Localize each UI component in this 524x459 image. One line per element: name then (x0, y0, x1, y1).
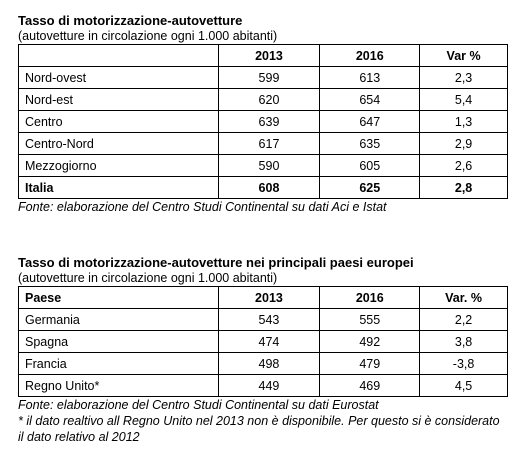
table-cell: 3,8 (419, 330, 508, 353)
table-cell: 647 (319, 110, 421, 133)
table-title: Tasso di motorizzazione-autovetture nei … (18, 255, 414, 270)
table-row: Italia 608 625 2,8 (18, 176, 508, 199)
table-cell: Germania (18, 308, 219, 331)
table-cell: 4,5 (419, 374, 508, 397)
table-cell: 599 (217, 66, 321, 89)
table-row: Regno Unito* 449 469 4,5 (18, 374, 508, 397)
table-row: Germania 543 555 2,2 (18, 308, 508, 331)
table-subtitle: (autovetture in circolazione ogni 1.000 … (18, 29, 278, 43)
table-cell: 617 (217, 132, 321, 155)
header-cell: 2016 (319, 44, 421, 67)
table-cell: Nord-est (18, 88, 219, 111)
table-cell: 1,3 (419, 110, 508, 133)
table-cell: 608 (217, 176, 321, 199)
table-cell: 590 (217, 154, 321, 177)
source: Fonte: elaborazione del Centro Studi Con… (18, 200, 387, 214)
header-cell: Var. % (419, 286, 508, 309)
table-row: Centro 639 647 1,3 (18, 110, 508, 133)
table-cell: 492 (319, 330, 421, 353)
source: Fonte: elaborazione del Centro Studi Con… (18, 398, 379, 412)
table-cell: 2,3 (419, 66, 508, 89)
table: Paese 2013 2016 Var. % Germania 543 555 2,2 Spa… (18, 286, 508, 397)
table-cell: 5,4 (419, 88, 508, 111)
header-row: Paese 2013 2016 Var. % (18, 286, 508, 309)
table-cell: 2,9 (419, 132, 508, 155)
table-cell: Nord-ovest (18, 66, 219, 89)
table-cell: 613 (319, 66, 421, 89)
table-cell: 469 (319, 374, 421, 397)
table-cell: 2,8 (419, 176, 508, 199)
table-cell: 474 (217, 330, 321, 353)
table-cell: 639 (217, 110, 321, 133)
table-cell: -3,8 (419, 352, 508, 375)
table-cell: 479 (319, 352, 421, 375)
table: 2013 2016 Var % Nord-ovest 599 613 2,3 Nord-es… (18, 44, 508, 199)
header-cell: 2013 (217, 44, 321, 67)
table-row: Mezzogiorno 590 605 2,6 (18, 154, 508, 177)
table-subtitle: (autovetture in circolazione ogni 1.000 … (18, 271, 278, 285)
table-row: Centro-Nord 617 635 2,9 (18, 132, 508, 155)
table-cell: 654 (319, 88, 421, 111)
table-row: Nord-est 620 654 5,4 (18, 88, 508, 111)
table-cell: Regno Unito* (18, 374, 219, 397)
table-cell: 620 (217, 88, 321, 111)
table-cell: Italia (18, 176, 219, 199)
table-cell: 605 (319, 154, 421, 177)
table-cell: 635 (319, 132, 421, 155)
header-cell: Paese (18, 286, 219, 309)
table-cell: 543 (217, 308, 321, 331)
table-title: Tasso di motorizzazione-autovetture (18, 13, 243, 28)
table-row: Nord-ovest 599 613 2,3 (18, 66, 508, 89)
header-cell (18, 44, 219, 67)
table-row: Francia 498 479 -3,8 (18, 352, 508, 375)
table-cell: 555 (319, 308, 421, 331)
table-cell: Centro-Nord (18, 132, 219, 155)
header-cell: 2016 (319, 286, 421, 309)
table-cell: 2,6 (419, 154, 508, 177)
table-cell: Centro (18, 110, 219, 133)
header-cell: Var % (419, 44, 508, 67)
header-cell: 2013 (217, 286, 321, 309)
table-cell: Francia (18, 352, 219, 375)
table-cell: 449 (217, 374, 321, 397)
table-cell: Mezzogiorno (18, 154, 219, 177)
table2-block: Tasso di motorizzazione-autovetture nei … (18, 255, 508, 445)
table-cell: Spagna (18, 330, 219, 353)
header-row: 2013 2016 Var % (18, 44, 508, 67)
table-cell: 2,2 (419, 308, 508, 331)
table-row: Spagna 474 492 3,8 (18, 330, 508, 353)
table1-block: Tasso di motorizzazione-autovetture (aut… (18, 13, 508, 215)
table-cell: 498 (217, 352, 321, 375)
table-cell: 625 (319, 176, 421, 199)
footnote: * il dato realtivo all Regno Unito nel 2… (18, 414, 500, 444)
